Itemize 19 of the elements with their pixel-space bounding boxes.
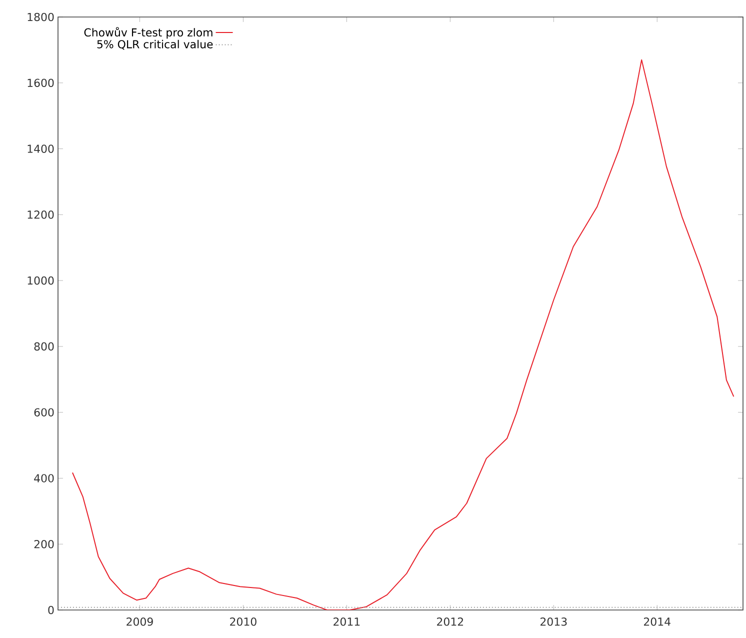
x-tick-label: 2009: [126, 618, 153, 626]
x-tick-label: 2010: [230, 618, 256, 626]
y-tick-label: 200: [34, 540, 54, 548]
y-tick-label: 1600: [28, 78, 54, 88]
y-tick-label: 1400: [28, 144, 54, 153]
x-tick-label: 2014: [644, 618, 670, 626]
x-tick-label: 2013: [540, 618, 567, 626]
y-tick-label: 1200: [28, 210, 54, 219]
y-tick-label: 1000: [28, 276, 54, 285]
legend-label: Chowův F-test pro zlom: [84, 27, 212, 39]
y-tick-label: 400: [34, 474, 54, 482]
legend-label: 5% QLR critical value: [97, 40, 213, 50]
y-tick-label: 1800: [28, 12, 54, 22]
y-tick-label: 800: [34, 342, 54, 351]
y-tick-label: 600: [34, 408, 54, 416]
x-tick-label: 2012: [437, 618, 464, 626]
y-tick-label: 0: [48, 606, 54, 614]
line-series: [72, 59, 734, 610]
x-tick-label: 2011: [334, 618, 360, 626]
